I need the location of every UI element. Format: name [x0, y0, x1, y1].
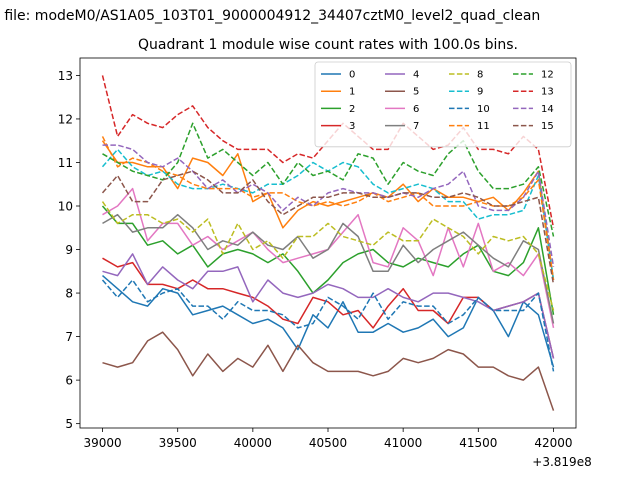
legend-label-5: 5: [413, 87, 419, 98]
x-axis: 39000 39500 40000 40500 41000 41500 42000: [83, 428, 573, 450]
x-tick-label: 40000: [234, 436, 272, 450]
legend-label-13: 13: [541, 87, 554, 98]
legend-label-14: 14: [541, 104, 554, 115]
legend-label-2: 2: [349, 104, 355, 115]
y-tick-label: 9: [65, 243, 73, 257]
y-tick-label: 6: [65, 374, 73, 388]
legend-label-6: 6: [413, 104, 419, 115]
chart-title: Quadrant 1 module wise count rates with …: [138, 37, 518, 53]
legend-label-4: 4: [413, 70, 419, 81]
x-tick-label: 39000: [83, 436, 121, 450]
y-tick-label: 13: [58, 69, 73, 83]
y-tick-label: 5: [65, 417, 73, 431]
x-tick-label: 40500: [309, 436, 347, 450]
x-tick-label: 39500: [159, 436, 197, 450]
legend-label-15: 15: [541, 121, 554, 132]
series-layer: [101, 75, 555, 411]
series-line-14: [102, 144, 555, 268]
legend-label-8: 8: [477, 70, 483, 81]
y-tick-label: 8: [65, 287, 73, 301]
series-line-11: [101, 136, 555, 281]
figure-suptitle: n file: modeM0/AS1A05_103T01_9000004912_…: [0, 8, 540, 24]
y-tick-label: 12: [58, 112, 73, 126]
series-line-8: [101, 201, 555, 311]
series-line-15: [101, 170, 555, 285]
series-line-10: [101, 279, 555, 372]
legend-label-7: 7: [413, 121, 419, 132]
legend-label-9: 9: [477, 87, 483, 98]
y-tick-label: 11: [58, 156, 73, 170]
x-tick-label: 42000: [534, 436, 572, 450]
y-axis: 5 6 7 8 9 10 11 12 13: [58, 69, 80, 431]
y-tick-label: 10: [58, 200, 73, 214]
x-tick-label: 41000: [384, 436, 422, 450]
legend-frame: [314, 61, 572, 148]
series-line-4: [102, 253, 555, 359]
series-line-5: [102, 331, 555, 411]
legend-label-1: 1: [349, 87, 355, 98]
x-tick-label: 41500: [459, 436, 497, 450]
legend-label-0: 0: [349, 70, 355, 81]
x-offset-label: +3.819e8: [532, 455, 591, 469]
legend-label-11: 11: [477, 121, 490, 132]
legend-label-3: 3: [349, 121, 355, 132]
y-tick-label: 7: [65, 330, 73, 344]
series-line-12: [102, 122, 555, 237]
legend-label-10: 10: [477, 104, 490, 115]
legend-label-12: 12: [541, 70, 554, 81]
series-line-7: [102, 213, 555, 324]
